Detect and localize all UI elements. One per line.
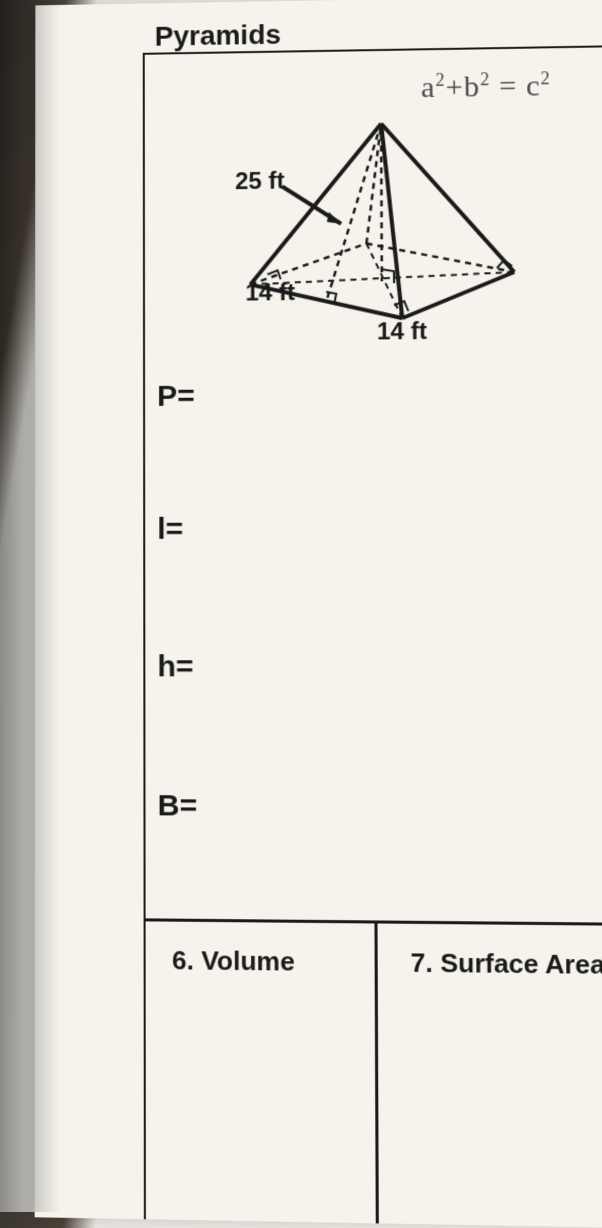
question-6-volume: 6. Volume — [172, 945, 295, 978]
base-side-left-label: 14 ft — [245, 279, 295, 307]
worksheet-paper: Pyramids a2+b2 = c2 — [35, 0, 602, 1228]
page-title: Pyramids — [155, 19, 281, 53]
slant-height-label: 25 ft — [235, 168, 285, 196]
base-side-right-label: 14 ft — [377, 318, 427, 346]
variable-B: B= — [158, 789, 198, 824]
handwritten-formula: a2+b2 = c2 — [421, 68, 551, 105]
question-7-surface-area: 7. Surface Area — [410, 947, 602, 981]
variable-p: P= — [157, 380, 195, 414]
pyramid-diagram — [200, 111, 535, 354]
variable-l: l= — [157, 513, 183, 547]
variable-h: h= — [157, 650, 193, 684]
